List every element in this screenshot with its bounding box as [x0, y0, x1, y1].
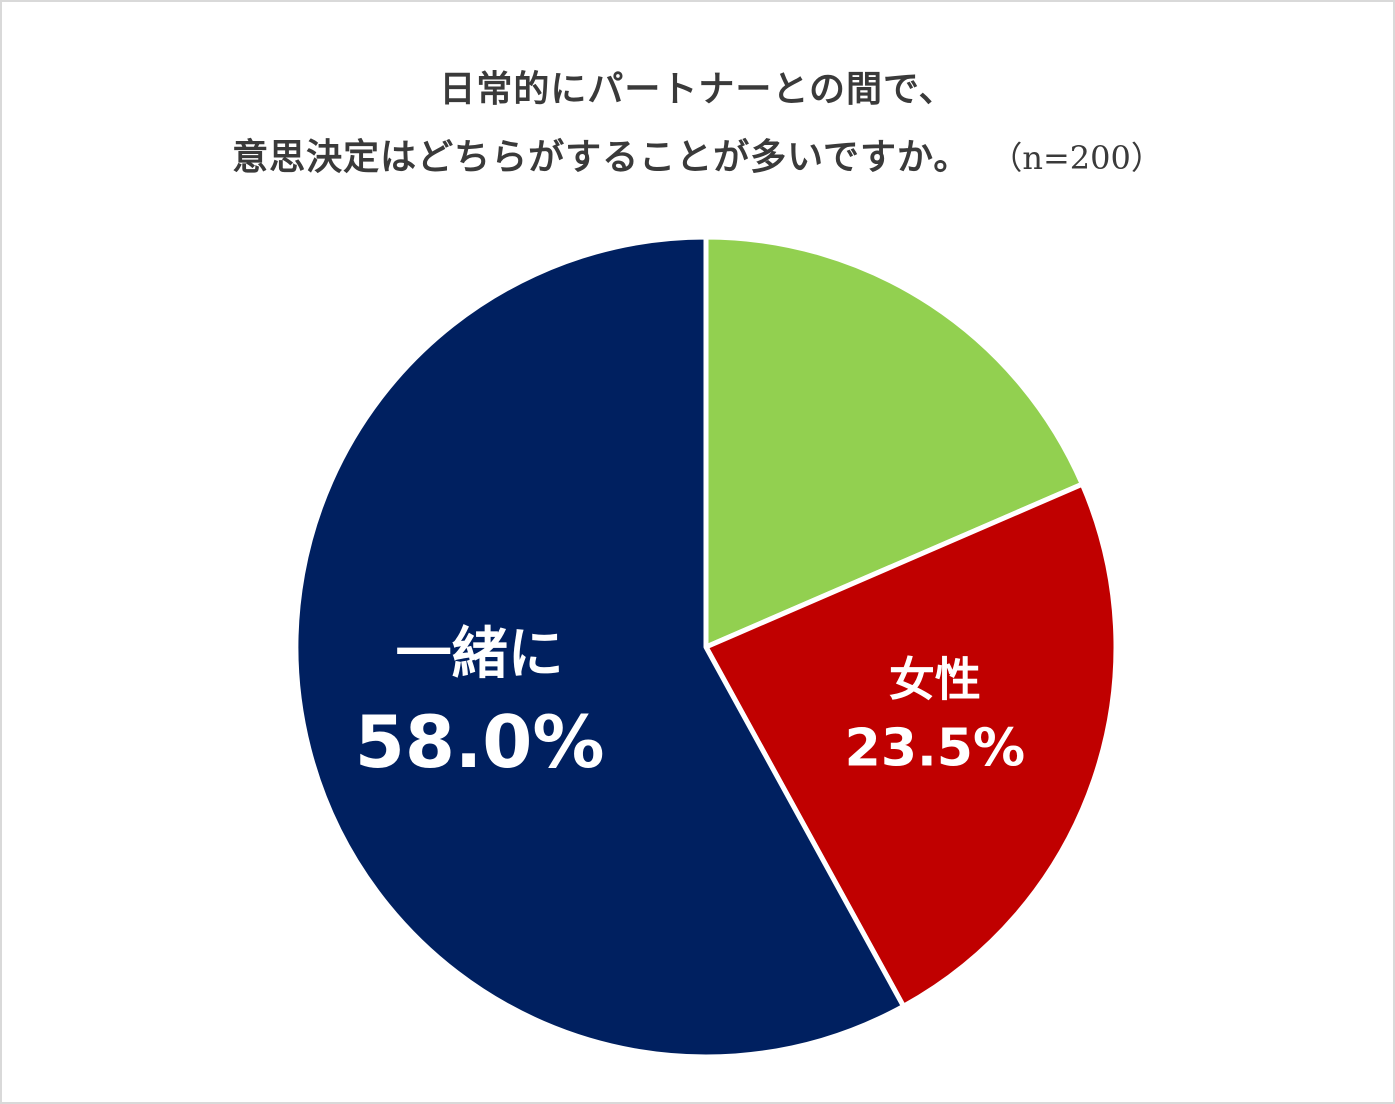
pie-slice-0 [703, 234, 1085, 650]
chart-title-line2: 意思決定はどちらがすることが多いですか。 （n=200） [0, 128, 1395, 180]
slice-value-1: 23.5% [845, 718, 1025, 778]
sample-size-label: （n=200） [1006, 139, 1163, 177]
pie-slice-2 [293, 234, 907, 1060]
chart-title-line1: 日常的にパートナーとの間で、 [439, 69, 956, 110]
slice-label-2: 一緒に [396, 622, 564, 687]
slice-label-1: 女性 [889, 652, 981, 706]
slice-value-2: 58.0% [355, 700, 605, 784]
pie-slice-1 [703, 481, 1119, 1009]
chart-title-line2-text: 意思決定はどちらがすることが多いですか。 [232, 137, 971, 178]
